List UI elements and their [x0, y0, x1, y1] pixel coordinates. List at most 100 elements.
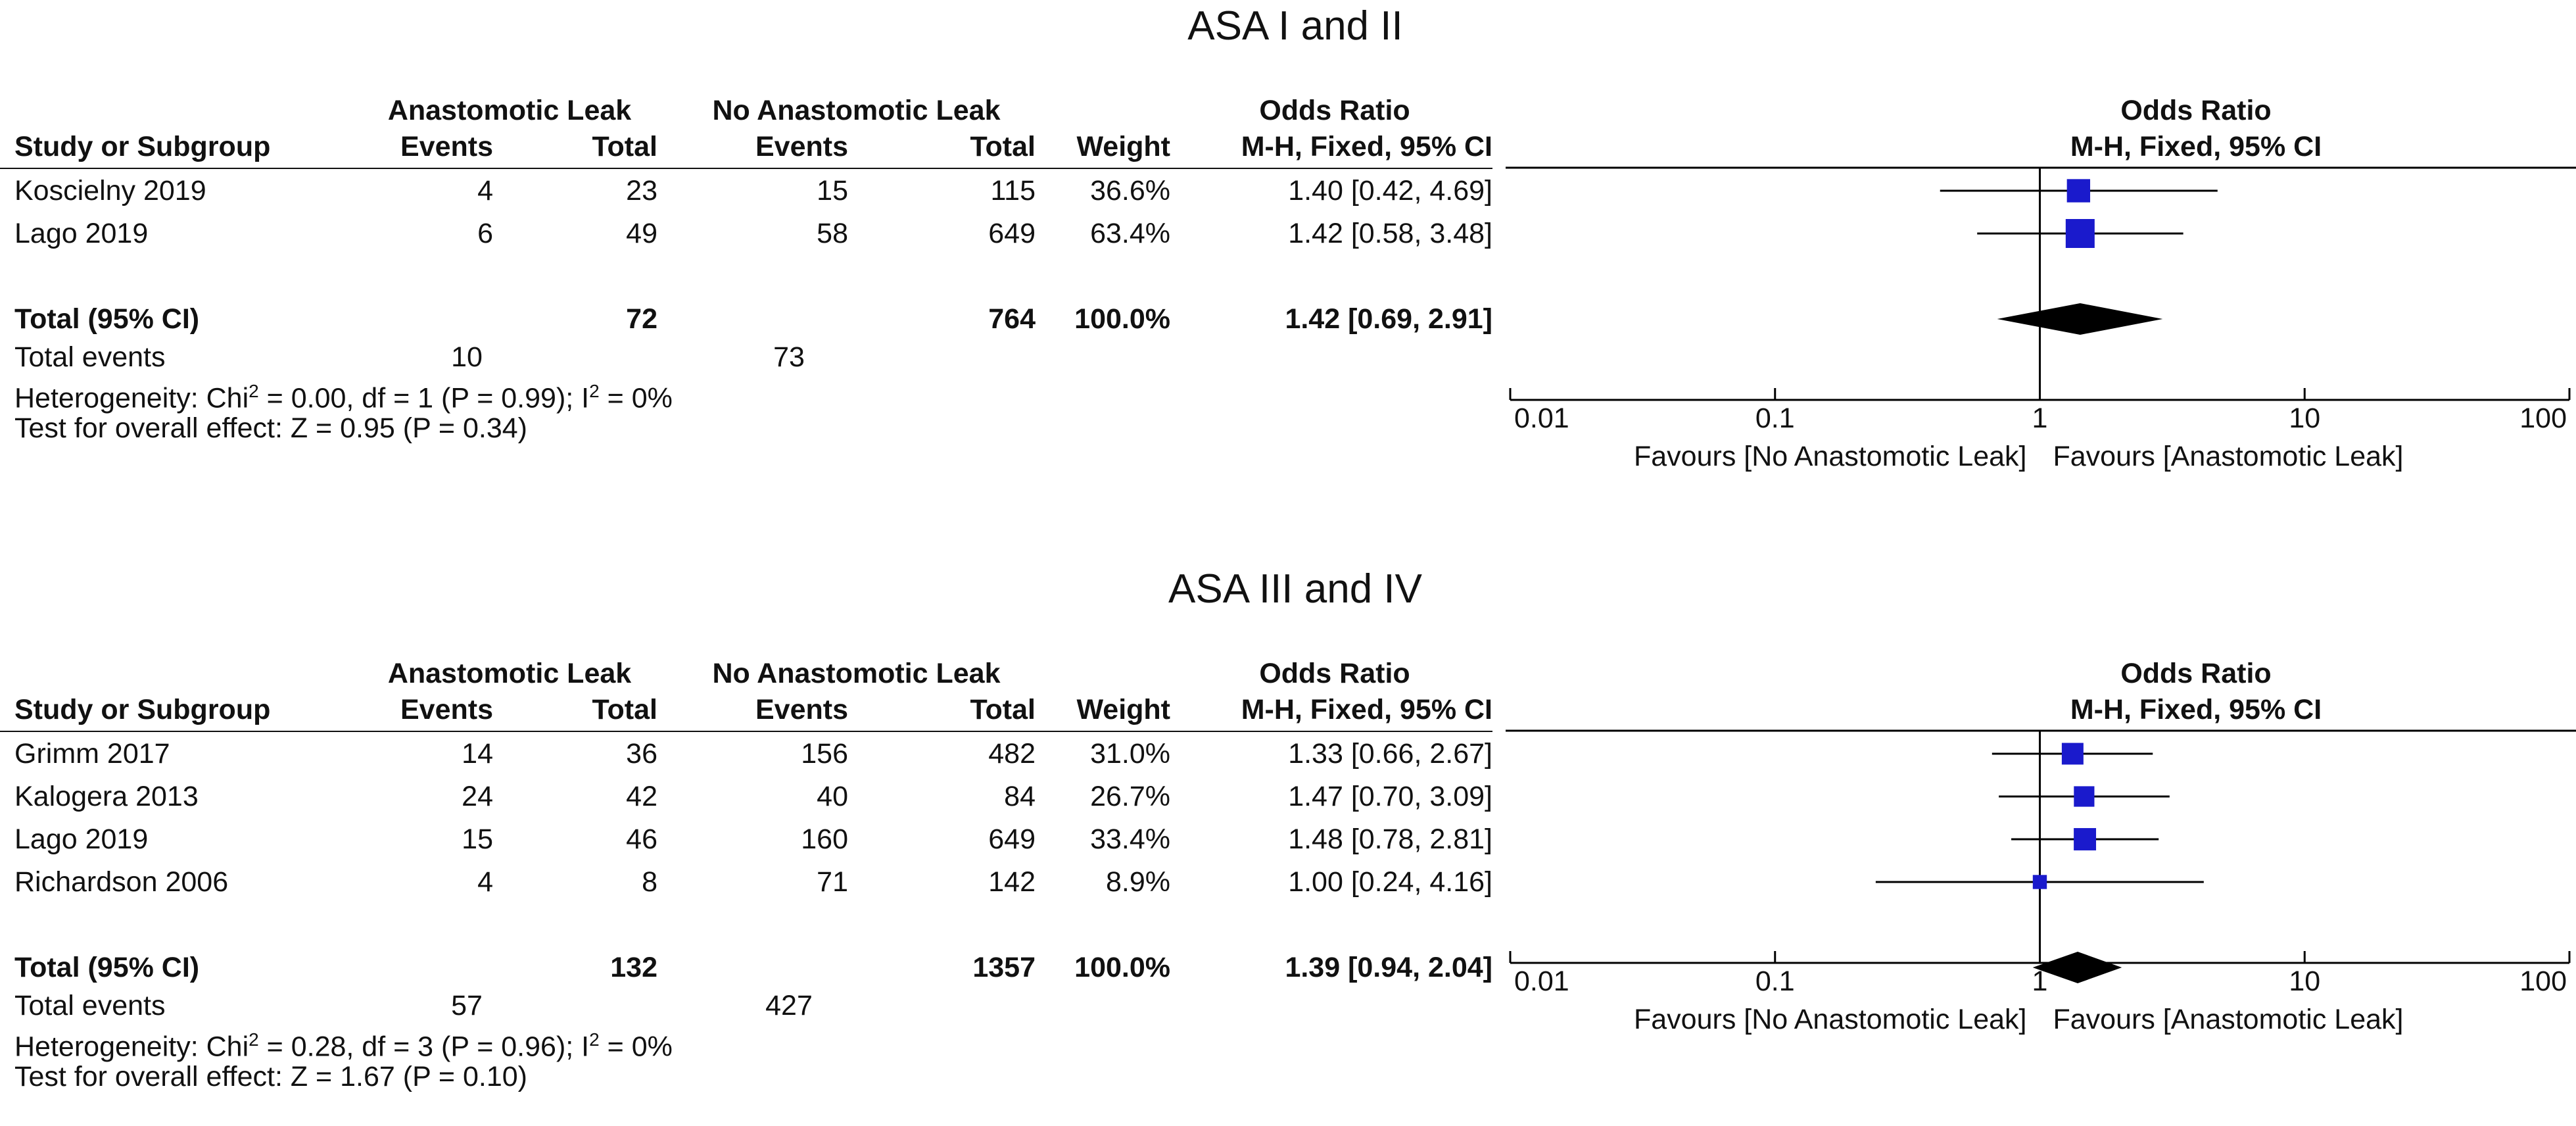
study-row: Richardson 2006 4 8 71 142 8.9% 1.00 [0.24, 4.… [0, 864, 1512, 903]
events-no-leak: 156 [801, 738, 848, 770]
superscript: 2 [589, 381, 600, 401]
total-row: Total (95% CI) 72 764 100.0% 1.42 [0.69, 2.9… [0, 301, 1512, 340]
superscript: 2 [249, 381, 259, 401]
group-header-row: Anastomotic Leak No Anastomotic Leak Odds … [0, 655, 1512, 695]
total-weight: 100.0% [1074, 303, 1170, 335]
col-or: M-H, Fixed, 95% CI [1241, 694, 1492, 725]
overall-effect-row: Test for overall effect: Z = 1.67 (P = 0… [0, 1058, 1512, 1098]
col-events-1: Events [400, 131, 493, 162]
plot-header-sub: M-H, Fixed, 95% CI [2070, 131, 2322, 162]
heterogeneity-text: Heterogeneity: Chi2 = 0.00, df = 1 (P = … [14, 373, 1066, 416]
overall-effect-text: Test for overall effect: Z = 0.95 (P = 0… [14, 412, 527, 444]
total-events-leak: 57 [451, 990, 483, 1021]
heterogeneity-prefix: Heterogeneity: Chi [14, 1031, 249, 1063]
x-tick-label: 1 [2032, 403, 2048, 434]
study-name: Richardson 2006 [14, 866, 229, 898]
x-tick-label: 100 [2519, 403, 2567, 434]
events-no-leak: 40 [817, 781, 848, 812]
group-label-nonevents: No Anastomotic Leak [712, 658, 1001, 689]
heterogeneity-suffix: = 0% [599, 1031, 673, 1063]
header-rule [0, 168, 1492, 169]
total-odds-ratio: 1.42 [0.69, 2.91] [1285, 303, 1492, 335]
favours-left-label: Favours [No Anastomotic Leak] [1634, 1004, 2027, 1035]
total-label: Total (95% CI) [14, 952, 200, 983]
heterogeneity-row: Heterogeneity: Chi2 = 0.28, df = 3 (P = … [0, 1021, 1512, 1063]
events-leak: 4 [477, 866, 493, 898]
total-no-leak: 115 [990, 175, 1036, 207]
events-leak: 15 [462, 823, 493, 855]
x-tick-label: 0.1 [1755, 966, 1795, 997]
total-no-leak: 482 [988, 738, 1036, 770]
group-label-events: Anastomotic Leak [387, 95, 632, 126]
col-study: Study or Subgroup [14, 131, 271, 162]
study-marker [2066, 179, 2091, 203]
x-tick-label: 1 [2032, 966, 2048, 997]
odds-ratio-ci: 1.42 [0.58, 3.48] [1288, 218, 1492, 249]
forest-plot-svg: 0.01 0.1 1 10 100 Favours [No Anastomotic Lea… [1506, 729, 2576, 1035]
study-name: Grimm 2017 [14, 738, 170, 770]
total-no-leak: 142 [988, 866, 1036, 898]
total-leak: 42 [626, 781, 657, 812]
favours-right-label: Favours [Anastomotic Leak] [2053, 441, 2404, 472]
study-row: Koscielny 2019 4 23 15 115 36.6% 1.40 [0.42, 4… [0, 172, 1512, 212]
study-marker [2074, 828, 2097, 850]
col-events-2: Events [755, 131, 848, 162]
col-events-2: Events [755, 694, 848, 725]
total-leak: 72 [626, 303, 657, 335]
plot-header-top: Odds Ratio [2120, 658, 2272, 689]
total-no-leak: 649 [988, 823, 1036, 855]
forest-panel-2: ASA III and IV Anastomotic Leak No Anasto… [0, 563, 2576, 1102]
events-no-leak: 58 [817, 218, 848, 249]
col-total-1: Total [592, 131, 657, 162]
total-events-no-leak: 73 [773, 341, 805, 373]
col-events-1: Events [400, 694, 493, 725]
study-row: Kalogera 2013 24 42 40 84 26.7% 1.47 [0.70, 3.… [0, 778, 1512, 818]
favours-left-label: Favours [No Anastomotic Leak] [1634, 441, 2027, 472]
pooled-diamond [2032, 952, 2122, 983]
study-name: Lago 2019 [14, 823, 149, 855]
weight: 33.4% [1090, 823, 1170, 855]
total-events-leak: 10 [451, 341, 483, 373]
total-leak: 49 [626, 218, 657, 249]
forest-plot: Odds Ratio M-H, Fixed, 95% CI 0.01 0.1 1 10 10… [1506, 649, 2576, 1096]
header-rule [0, 731, 1492, 732]
odds-ratio-ci: 1.40 [0.42, 4.69] [1288, 175, 1492, 207]
events-no-leak: 71 [817, 866, 848, 898]
events-leak: 4 [477, 175, 493, 207]
study-name: Kalogera 2013 [14, 781, 199, 812]
forest-plot: Odds Ratio M-H, Fixed, 95% CI 0.01 0.1 1 10 10… [1506, 86, 2576, 533]
weight: 26.7% [1090, 781, 1170, 812]
total-events-label: Total events [14, 341, 166, 373]
total-leak: 8 [642, 866, 657, 898]
weight: 8.9% [1105, 866, 1170, 898]
panel-title: ASA I and II [1187, 3, 1403, 49]
total-odds-ratio: 1.39 [0.94, 2.04] [1285, 952, 1492, 983]
total-label: Total (95% CI) [14, 303, 200, 335]
panel-title: ASA III and IV [1168, 566, 1423, 612]
plot-header-sub: M-H, Fixed, 95% CI [2070, 694, 2322, 725]
col-or: M-H, Fixed, 95% CI [1241, 131, 1492, 162]
col-weight: Weight [1076, 694, 1170, 725]
study-marker [2061, 743, 2084, 765]
events-no-leak: 160 [801, 823, 848, 855]
total-no-leak: 764 [988, 303, 1036, 335]
study-marker [2074, 786, 2095, 807]
weight: 31.0% [1090, 738, 1170, 770]
pooled-diamond [1997, 303, 2163, 335]
weight: 63.4% [1090, 218, 1170, 249]
total-leak: 23 [626, 175, 657, 207]
total-leak: 36 [626, 738, 657, 770]
study-name: Koscielny 2019 [14, 175, 206, 207]
x-tick-label: 0.1 [1755, 403, 1795, 434]
or-header-top: Odds Ratio [1259, 95, 1410, 126]
group-label-nonevents: No Anastomotic Leak [712, 95, 1001, 126]
heterogeneity-row: Heterogeneity: Chi2 = 0.00, df = 1 (P = … [0, 373, 1512, 414]
total-weight: 100.0% [1074, 952, 1170, 983]
study-row: Lago 2019 6 49 58 649 63.4% 1.42 [0.58, 3.48] [0, 215, 1512, 255]
forest-plot-svg: 0.01 0.1 1 10 100 Favours [No Anastomotic Lea… [1506, 166, 2576, 472]
total-no-leak: 84 [1004, 781, 1036, 812]
total-row: Total (95% CI) 132 1357 100.0% 1.39 [0.94, 2… [0, 949, 1512, 989]
x-tick-label: 0.01 [1514, 966, 1569, 997]
total-events-label: Total events [14, 990, 166, 1021]
or-header-top: Odds Ratio [1259, 658, 1410, 689]
